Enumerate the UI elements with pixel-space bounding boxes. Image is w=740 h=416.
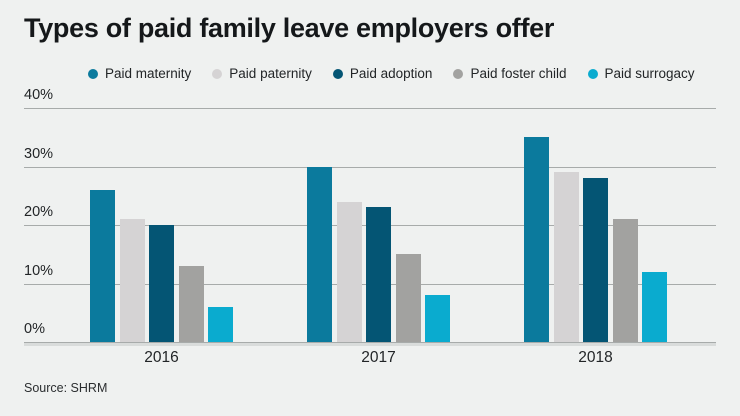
legend-dot-icon	[587, 68, 598, 79]
y-axis-tick-label: 40%	[24, 87, 54, 103]
legend-item-label: Paid surrogacy	[604, 66, 695, 81]
bar-2017-paid-maternity	[307, 166, 332, 342]
y-axis-tick-label: 0%	[24, 321, 45, 337]
legend-item-paid-adoption: Paid adoption	[332, 66, 433, 81]
gridline-40	[24, 108, 716, 109]
legend-item-paid-foster-child: Paid foster child	[453, 66, 567, 81]
bar-2016-paid-surrogacy	[208, 306, 233, 342]
bar-2018-paid-paternity	[553, 172, 579, 342]
legend-dot-icon	[332, 68, 343, 79]
y-axis-tick-label: 10%	[24, 262, 54, 279]
bar-2018-paid-foster-child	[612, 219, 638, 342]
legend-item-label: Paid adoption	[349, 66, 433, 81]
source-note: Source: SHRM	[24, 381, 108, 395]
bar-2018-paid-adoption	[583, 178, 608, 342]
bar-2016-paid-maternity	[90, 189, 115, 342]
legend-item-paid-maternity: Paid maternity	[88, 66, 191, 81]
bar-2016-paid-adoption	[149, 225, 174, 342]
bar-2017-paid-foster-child	[395, 254, 421, 342]
bar-2017-paid-paternity	[336, 201, 362, 342]
bar-2016-paid-foster-child	[178, 265, 204, 342]
bar-2018-paid-maternity	[524, 137, 549, 342]
legend-item-label: Paid foster child	[470, 66, 567, 81]
bar-2016-paid-paternity	[119, 219, 145, 342]
legend-item-label: Paid maternity	[105, 66, 192, 81]
x-axis-line	[24, 343, 716, 346]
y-axis-tick-label: 20%	[24, 204, 54, 220]
x-axis-category-label: 2016	[144, 349, 179, 366]
gridline-30	[24, 166, 716, 168]
legend-dot-icon	[212, 68, 223, 79]
gridline-0	[24, 342, 716, 343]
x-axis-category-label: 2017	[361, 349, 396, 366]
legend-item-label: Paid paternity	[229, 66, 312, 81]
bar-2018-paid-surrogacy	[642, 271, 667, 342]
legend-item-paid-paternity: Paid paternity	[212, 66, 312, 81]
y-axis-tick-label: 30%	[24, 145, 54, 162]
chart-title: Types of paid family leave employers off…	[24, 13, 555, 43]
legend-dot-icon	[453, 68, 464, 79]
legend-dot-icon	[88, 68, 98, 79]
bar-2017-paid-surrogacy	[425, 295, 450, 342]
bar-2017-paid-adoption	[366, 207, 391, 342]
x-axis-category-label: 2018	[578, 349, 613, 366]
legend-item-paid-surrogacy: Paid surrogacy	[587, 66, 695, 81]
chart-legend: Paid maternity Paid paternity Paid adoptio…	[88, 66, 720, 81]
